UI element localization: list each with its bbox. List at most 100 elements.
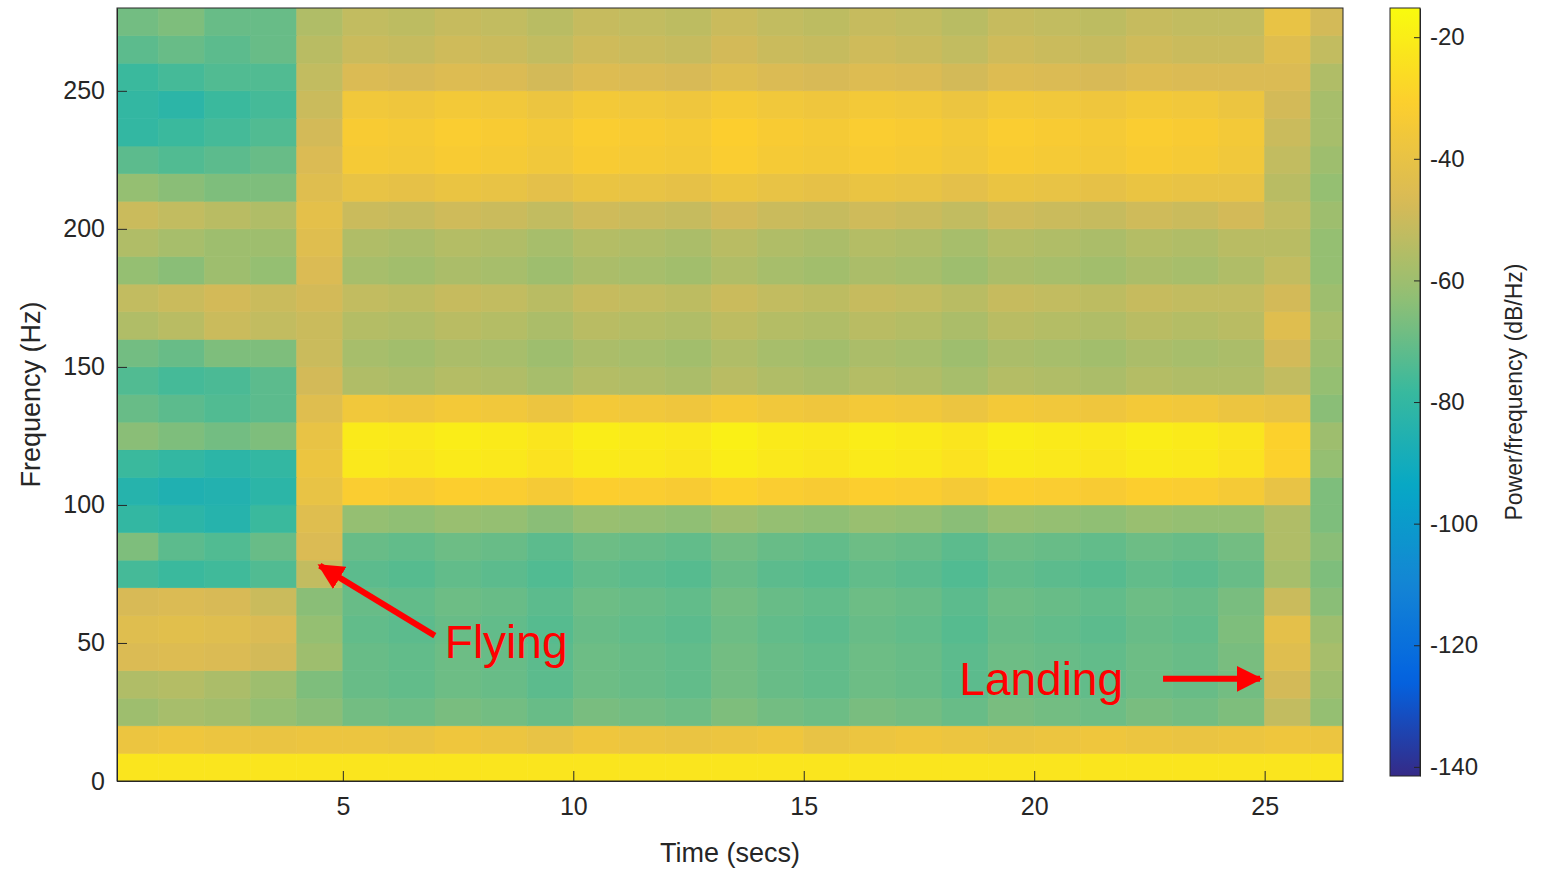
heatmap-cell [665, 726, 711, 754]
heatmap-cell [804, 36, 850, 64]
heatmap-cell [297, 588, 343, 616]
heatmap-cell [1080, 174, 1126, 202]
heatmap-cell [343, 477, 389, 505]
heatmap-cell [158, 339, 204, 367]
heatmap-cell [389, 698, 435, 726]
heatmap-cell [343, 643, 389, 671]
heatmap-cell [435, 560, 481, 588]
heatmap-cell [988, 505, 1034, 533]
heatmap-cell [942, 63, 988, 91]
tick-mark [343, 771, 344, 781]
heatmap-cell [1172, 671, 1218, 699]
heatmap-cell [896, 698, 942, 726]
heatmap-cell [389, 174, 435, 202]
heatmap-cell [527, 367, 573, 395]
tick: 15 [790, 771, 818, 820]
heatmap-cell [1311, 118, 1343, 146]
heatmap-cell [1172, 118, 1218, 146]
heatmap-cell [942, 174, 988, 202]
heatmap-cell [850, 422, 896, 450]
heatmap-cell [1126, 367, 1172, 395]
heatmap-cell [1265, 753, 1311, 781]
tick-label: -140 [1430, 753, 1478, 780]
heatmap-cell [158, 615, 204, 643]
heatmap-cell [205, 312, 251, 340]
heatmap-cell [1080, 312, 1126, 340]
heatmap-cell [619, 367, 665, 395]
heatmap-cell [573, 91, 619, 119]
heatmap-cell [251, 339, 297, 367]
heatmap-cell [665, 477, 711, 505]
heatmap-cell [619, 671, 665, 699]
heatmap-cell [619, 8, 665, 36]
heatmap-cell [758, 36, 804, 64]
heatmap-cell [850, 671, 896, 699]
heatmap-cell [251, 36, 297, 64]
heatmap-cell [665, 201, 711, 229]
heatmap-cell [481, 174, 527, 202]
heatmap-cell [343, 395, 389, 423]
heatmap-cell [481, 671, 527, 699]
heatmap-cell [527, 174, 573, 202]
annotation-text: Landing [959, 653, 1123, 705]
heatmap-cell [573, 533, 619, 561]
heatmap-cell [205, 339, 251, 367]
heatmap-cell [527, 698, 573, 726]
heatmap-cell [665, 533, 711, 561]
heatmap-cell [942, 284, 988, 312]
heatmap-cell [712, 477, 758, 505]
heatmap-cell [1172, 256, 1218, 284]
axis-line [117, 9, 118, 782]
heatmap-cell [1080, 256, 1126, 284]
heatmap-cell [117, 615, 158, 643]
heatmap-cell [1265, 643, 1311, 671]
heatmap-cell [712, 671, 758, 699]
heatmap-cell [1034, 450, 1080, 478]
heatmap-cell [1080, 284, 1126, 312]
heatmap-cell [527, 533, 573, 561]
tick-mark [804, 771, 805, 781]
heatmap-cell [758, 671, 804, 699]
heatmap-cell [850, 284, 896, 312]
heatmap-cell [665, 256, 711, 284]
tick: 100 [63, 490, 127, 518]
heatmap-cell [942, 36, 988, 64]
heatmap-cell [1172, 533, 1218, 561]
heatmap-cell [117, 8, 158, 36]
heatmap-cell [297, 8, 343, 36]
heatmap-cell [896, 36, 942, 64]
heatmap-cell [573, 36, 619, 64]
heatmap-cell [758, 367, 804, 395]
heatmap-cell [712, 560, 758, 588]
tick-label: 50 [77, 628, 105, 656]
heatmap-cell [158, 118, 204, 146]
heatmap-cell [942, 395, 988, 423]
heatmap-cell [896, 229, 942, 257]
heatmap-cell [435, 229, 481, 257]
heatmap-cell [1126, 312, 1172, 340]
heatmap-cell [297, 339, 343, 367]
heatmap-cell [251, 395, 297, 423]
heatmap-cell [896, 533, 942, 561]
heatmap-cell [1034, 174, 1080, 202]
tick-label: -40 [1430, 145, 1465, 172]
heatmap-cell [758, 477, 804, 505]
heatmap-cell [1034, 560, 1080, 588]
tick: -140 [1414, 753, 1478, 780]
heatmap-cell [619, 753, 665, 781]
heatmap-cell [619, 63, 665, 91]
tick: -80 [1414, 388, 1465, 415]
heatmap-cell [343, 256, 389, 284]
heatmap-cell [158, 477, 204, 505]
heatmap-cell [850, 174, 896, 202]
heatmap-cell [850, 726, 896, 754]
heatmap-cell [1034, 477, 1080, 505]
heatmap-cell [665, 174, 711, 202]
heatmap-cell [435, 588, 481, 616]
heatmap-cell [758, 229, 804, 257]
heatmap-cell [1311, 229, 1343, 257]
heatmap-cell [205, 698, 251, 726]
heatmap-cell [1034, 726, 1080, 754]
heatmap-cell [1080, 367, 1126, 395]
heatmap-cell [1080, 422, 1126, 450]
